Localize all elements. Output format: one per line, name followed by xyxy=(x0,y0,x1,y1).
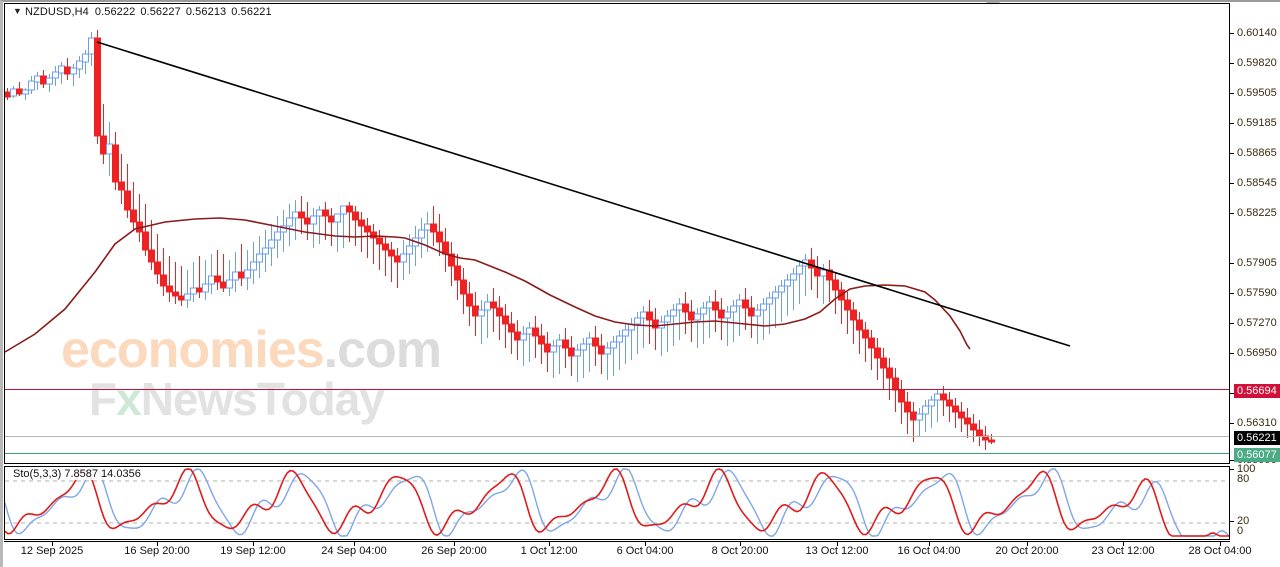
price-tick-label: 0.58225 xyxy=(1237,207,1277,219)
price-axis[interactable]: 0.60140 0.59820 0.59505 0.59185 0.58865 0.585… xyxy=(1230,3,1280,540)
tick-mark xyxy=(1230,63,1234,64)
top-scroll-strip[interactable] xyxy=(3,0,1280,2)
symbol-timeframe-label: NZDUSD,H4 xyxy=(25,6,89,18)
tick-mark xyxy=(1230,521,1234,522)
time-axis-line xyxy=(4,541,1230,542)
tick-mark xyxy=(1230,469,1234,470)
watermark-fx-x: x xyxy=(116,373,142,425)
time-axis-label: 16 Oct 04:00 xyxy=(897,545,961,557)
time-axis-label: 19 Sep 12:00 xyxy=(220,545,286,557)
tick-mark xyxy=(1230,263,1234,264)
tick-mark xyxy=(1230,33,1234,34)
resistance-price-line xyxy=(5,389,1229,390)
price-badge-green[interactable]: 0.56077 xyxy=(1234,448,1280,462)
time-axis-label: 26 Sep 20:00 xyxy=(421,545,487,557)
watermark-economies-tld: .com xyxy=(323,321,442,379)
watermark-fx-rest: NewsToday xyxy=(140,373,385,425)
price-tick-label: 0.60140 xyxy=(1237,27,1277,39)
chevron-down-icon[interactable]: ▼ xyxy=(13,6,23,16)
price-tick-label: 0.59185 xyxy=(1237,117,1277,129)
price-badge-black[interactable]: 0.56221 xyxy=(1234,431,1280,445)
stochastic-series xyxy=(5,468,1229,537)
tick-mark xyxy=(1230,393,1234,394)
time-axis-label: 24 Sep 04:00 xyxy=(321,545,387,557)
ohlc-values: 0.56222 0.56227 0.56213 0.56221 xyxy=(95,6,277,18)
tick-mark xyxy=(1230,323,1234,324)
time-tick xyxy=(1027,541,1028,546)
tick-mark xyxy=(1230,153,1234,154)
time-tick xyxy=(157,541,158,546)
time-axis-label: 28 Oct 04:00 xyxy=(1188,545,1252,557)
price-tick-label: 0.57905 xyxy=(1237,257,1277,269)
price-tick-label: 0.57590 xyxy=(1237,287,1277,299)
current-price-line xyxy=(5,436,1229,437)
tick-mark xyxy=(1230,531,1234,532)
time-axis-label: 8 Oct 20:00 xyxy=(711,545,769,557)
tick-mark xyxy=(1230,183,1234,184)
support-price-line xyxy=(5,453,1229,454)
tick-mark xyxy=(1230,123,1234,124)
stochastic-pane[interactable]: Sto(5,3,3) 7.8587 14.0356 xyxy=(4,466,1230,540)
time-axis[interactable]: 12 Sep 2025 16 Sep 20:00 19 Sep 12:00 24 Se… xyxy=(4,541,1280,565)
price-tick-label: 0.59820 xyxy=(1237,57,1277,69)
price-chart-pane[interactable]: economies.com FxNewsToday ▼ NZDUSD,H4 0.56… xyxy=(4,3,1230,464)
time-axis-label: 20 Oct 20:00 xyxy=(995,545,1059,557)
stochastic-level-label: 20 xyxy=(1237,515,1250,527)
time-tick xyxy=(929,541,930,546)
tick-mark xyxy=(1230,293,1234,294)
price-tick-label: 0.58545 xyxy=(1237,177,1277,189)
close-value: 0.56221 xyxy=(231,6,272,18)
watermark-fx-f: F xyxy=(89,373,117,425)
stochastic-level-label: 0 xyxy=(1237,525,1244,537)
time-tick xyxy=(837,541,838,546)
price-tick-label: 0.56950 xyxy=(1237,347,1277,359)
tick-mark xyxy=(1230,460,1234,461)
watermark-economies: economies.com xyxy=(61,320,442,380)
price-badge-red[interactable]: 0.56694 xyxy=(1234,384,1280,398)
stochastic-level-label: 80 xyxy=(1237,473,1250,485)
time-tick xyxy=(1123,541,1124,546)
price-tick-label: 0.58865 xyxy=(1237,147,1277,159)
time-tick xyxy=(740,541,741,546)
time-tick xyxy=(454,541,455,546)
tick-mark xyxy=(1230,479,1234,480)
tick-mark xyxy=(1230,213,1234,214)
time-axis-label: 13 Oct 12:00 xyxy=(805,545,869,557)
open-value: 0.56222 xyxy=(94,6,136,18)
stochastic-level-label: 100 xyxy=(1237,463,1256,475)
watermark-fxnewstoday: FxNewsToday xyxy=(89,372,385,426)
time-axis-label: 6 Oct 04:00 xyxy=(616,545,674,557)
time-tick xyxy=(253,541,254,546)
watermark-economies-main: economies xyxy=(61,321,325,379)
price-tick-label: 0.59505 xyxy=(1237,87,1277,99)
chart-header: ▼ NZDUSD,H4 0.56222 0.56227 0.56213 0.56221 xyxy=(13,6,277,18)
time-tick xyxy=(645,541,646,546)
time-tick xyxy=(1220,541,1221,546)
low-value: 0.56213 xyxy=(185,6,227,18)
price-tick-label: 0.57270 xyxy=(1237,317,1277,329)
time-tick xyxy=(52,541,53,546)
price-tick-label: 0.56310 xyxy=(1237,417,1277,429)
tick-mark xyxy=(1230,423,1234,424)
time-axis-label: 23 Oct 12:00 xyxy=(1091,545,1155,557)
time-axis-label: 12 Sep 2025 xyxy=(20,545,84,557)
stochastic-label: Sto(5,3,3) 7.8587 14.0356 xyxy=(11,468,143,480)
time-axis-label: 16 Sep 20:00 xyxy=(124,545,190,557)
time-tick xyxy=(549,541,550,546)
candlestick-series xyxy=(5,30,1071,450)
time-axis-label: 1 Oct 12:00 xyxy=(520,545,578,557)
tick-mark xyxy=(1230,353,1234,354)
time-tick xyxy=(354,541,355,546)
tick-mark xyxy=(1230,93,1234,94)
high-value: 0.56227 xyxy=(140,6,181,18)
